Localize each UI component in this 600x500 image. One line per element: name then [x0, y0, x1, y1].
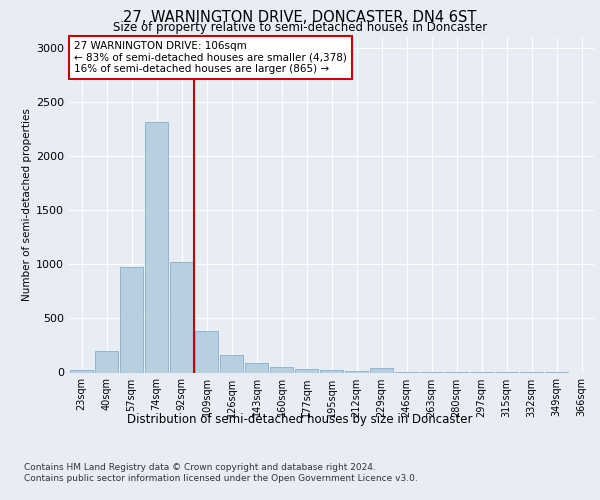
- Bar: [370, 368, 393, 372]
- Bar: [295, 370, 318, 372]
- Text: 27, WARNINGTON DRIVE, DONCASTER, DN4 6ST: 27, WARNINGTON DRIVE, DONCASTER, DN4 6ST: [124, 10, 476, 25]
- Bar: [195, 332, 218, 372]
- Bar: [345, 371, 368, 372]
- Bar: [170, 262, 193, 372]
- Bar: [320, 370, 343, 372]
- Text: Contains HM Land Registry data © Crown copyright and database right 2024.: Contains HM Land Registry data © Crown c…: [24, 462, 376, 471]
- Y-axis label: Number of semi-detached properties: Number of semi-detached properties: [22, 108, 32, 302]
- Bar: [145, 122, 168, 372]
- Text: Contains public sector information licensed under the Open Government Licence v3: Contains public sector information licen…: [24, 474, 418, 483]
- Bar: [245, 363, 268, 372]
- Bar: [70, 370, 93, 372]
- Text: Size of property relative to semi-detached houses in Doncaster: Size of property relative to semi-detach…: [113, 21, 487, 34]
- Bar: [270, 366, 293, 372]
- Text: Distribution of semi-detached houses by size in Doncaster: Distribution of semi-detached houses by …: [127, 412, 473, 426]
- Bar: [95, 351, 118, 372]
- Bar: [220, 354, 243, 372]
- Bar: [120, 266, 143, 372]
- Text: 27 WARNINGTON DRIVE: 106sqm
← 83% of semi-detached houses are smaller (4,378)
16: 27 WARNINGTON DRIVE: 106sqm ← 83% of sem…: [74, 41, 347, 74]
